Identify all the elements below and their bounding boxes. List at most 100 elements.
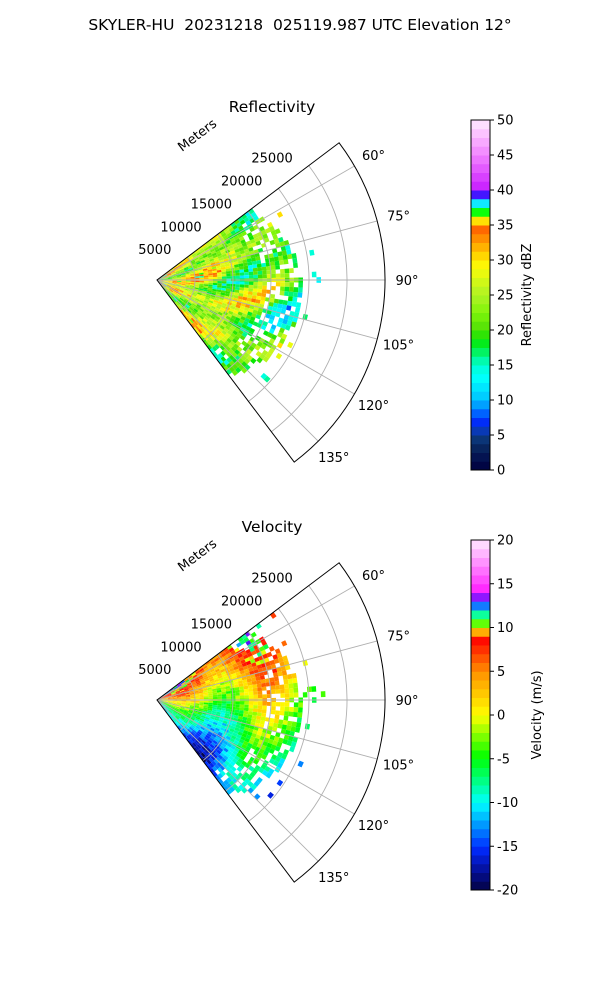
- radar-cell: [235, 760, 242, 767]
- azimuth-gridline: [156, 640, 378, 701]
- radar-cell: [171, 293, 176, 297]
- radar-cell: [260, 744, 267, 751]
- radar-cell: [243, 268, 249, 273]
- radar-cell: [280, 308, 287, 315]
- radar-cell: [295, 722, 302, 728]
- radar-cell: [271, 689, 276, 695]
- radar-cell: [218, 246, 225, 251]
- radar-cell: [187, 683, 192, 687]
- radar-cell: [247, 731, 253, 737]
- radar-cell: [239, 287, 245, 291]
- radar-cell: [185, 697, 191, 699]
- radar-cell: [209, 342, 215, 349]
- radar-cell: [175, 269, 180, 273]
- radar-cell: [248, 655, 255, 661]
- radar-cell: [190, 251, 196, 256]
- colorbar-segment: [471, 785, 490, 795]
- radar-cell: [235, 340, 242, 347]
- radar-cell: [217, 675, 223, 679]
- radar-cell: [237, 715, 243, 720]
- reflectivity-polar-grid: [156, 142, 386, 463]
- radar-cell: [212, 766, 218, 772]
- radar-cell: [163, 278, 168, 280]
- radar-cell: [206, 242, 212, 248]
- radar-cell: [176, 281, 182, 283]
- radar-cell: [248, 235, 255, 241]
- radar-cell: [221, 329, 227, 336]
- radar-cell: [266, 729, 272, 735]
- radar-cell: [246, 742, 253, 748]
- radar-cell: [192, 309, 198, 314]
- radar-cell: [247, 711, 253, 716]
- radar-cell: [218, 729, 225, 734]
- radar-cell: [214, 297, 220, 302]
- radar-cell: [176, 700, 182, 702]
- radar-cell: [243, 265, 249, 270]
- radar-cell: [166, 273, 172, 276]
- radar-cell: [210, 670, 216, 675]
- radar-cell: [276, 342, 284, 349]
- radar-cell: [172, 701, 177, 704]
- radar-cell: [276, 779, 284, 787]
- colorbar-segment: [471, 128, 490, 138]
- radar-cell: [167, 702, 173, 704]
- radar-cell: [174, 296, 179, 301]
- radar-cell: [212, 739, 218, 745]
- radar-cell: [191, 263, 197, 267]
- radar-cell: [239, 250, 245, 255]
- radar-cell: [238, 667, 244, 672]
- radar-cell: [260, 716, 266, 721]
- radar-cell: [185, 694, 191, 697]
- radar-cell: [185, 717, 190, 721]
- radar-cell: [183, 266, 189, 270]
- radar-cell: [181, 282, 186, 285]
- radar-cell: [212, 702, 218, 706]
- radar-cell: [275, 689, 281, 694]
- radar-cell: [240, 315, 246, 321]
- radar-cell: [219, 307, 226, 312]
- radar-cell: [273, 718, 279, 724]
- radar-cell: [236, 661, 242, 666]
- radar-cell: [232, 783, 239, 790]
- radar-cell: [162, 703, 167, 707]
- radar-cell: [230, 315, 237, 320]
- radar-cell: [218, 257, 224, 261]
- radar-cell: [247, 681, 253, 686]
- radar-cell: [235, 272, 240, 276]
- radar-cell: [241, 787, 248, 794]
- radar-cell: [199, 697, 204, 700]
- radar-cell: [248, 345, 255, 352]
- radar-cell: [269, 717, 275, 723]
- radar-cell: [236, 222, 242, 228]
- radar-cell: [296, 717, 302, 723]
- radar-cell: [253, 694, 258, 699]
- radar-cell: [199, 694, 204, 697]
- radar-cell: [194, 284, 200, 287]
- radar-cell: [238, 686, 244, 690]
- radar-cell: [167, 694, 172, 697]
- radar-cell: [182, 306, 188, 312]
- radar-cell: [170, 270, 175, 273]
- radar-cell: [204, 736, 209, 741]
- radar-cell: [237, 636, 244, 643]
- radar-cell: [208, 676, 214, 680]
- radar-cell: [171, 705, 176, 708]
- radar-cell: [276, 211, 284, 218]
- radar-cell: [292, 257, 298, 264]
- radar-cell: [191, 673, 197, 677]
- radar-cell: [248, 268, 254, 272]
- colorbar-tick-label: 25: [497, 289, 514, 304]
- radar-cell: [283, 259, 289, 265]
- radar-cell: [283, 239, 290, 246]
- radar-cell: [181, 714, 186, 719]
- radar-cell: [230, 305, 236, 310]
- radar-cell: [195, 716, 201, 720]
- colorbar-segment: [471, 216, 490, 226]
- radar-cell: [191, 723, 197, 727]
- radar-cell: [174, 268, 180, 272]
- radar-cell: [270, 310, 277, 317]
- radar-cell: [287, 678, 293, 684]
- radar-cell: [184, 709, 189, 713]
- radar-cell: [306, 686, 312, 693]
- radar-cell: [261, 682, 267, 688]
